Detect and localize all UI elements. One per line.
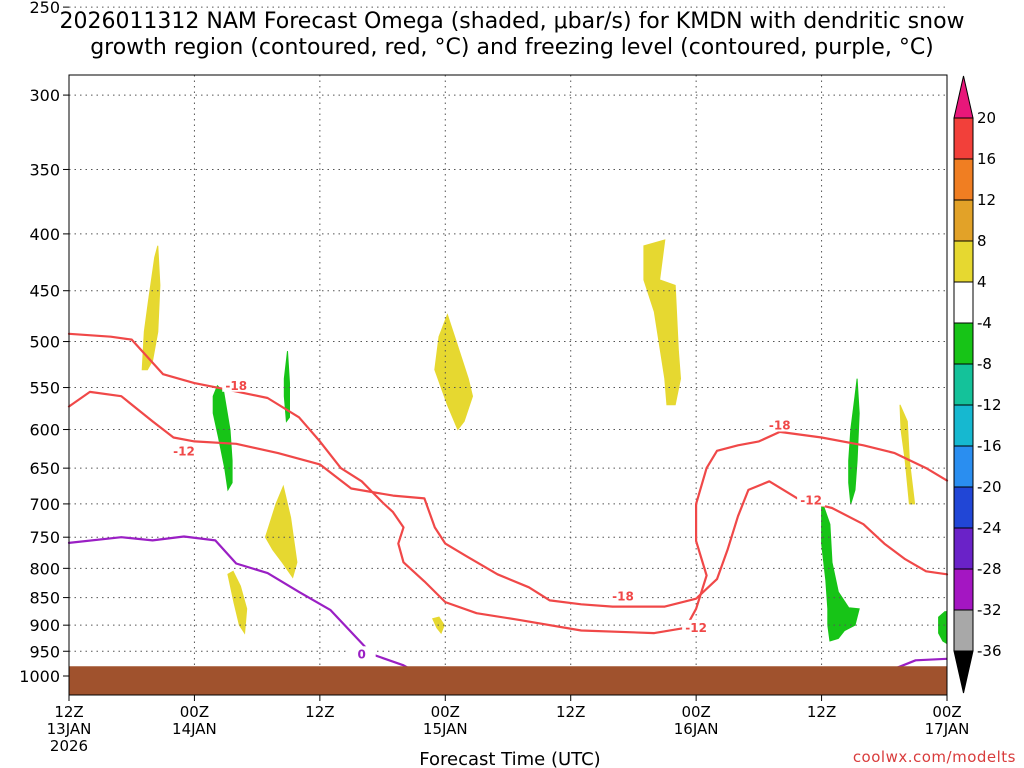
colorbar-label-12: 12 (977, 191, 996, 209)
y-tick-label-1000: 1000 (19, 667, 60, 686)
y-tick-label-550: 550 (29, 379, 60, 398)
y-tick-label-300: 300 (29, 86, 60, 105)
contour-label--18c-isotherm-0: -18 (225, 379, 247, 393)
y-tick-label-950: 950 (29, 642, 60, 661)
colorbar-label-8: 8 (977, 232, 987, 250)
contour-label-bg--18c-isotherm-0 (222, 377, 251, 392)
omega-area-9 (821, 500, 860, 642)
colorbar-label--20: -20 (977, 478, 1002, 496)
omega-area-0 (141, 245, 161, 371)
x-tick-label-0-line2: 13JAN (47, 720, 92, 738)
colorbar-top-arrow (953, 75, 974, 119)
x-tick-label-36-line2: 15JAN (423, 720, 468, 738)
y-tick-label-800: 800 (29, 559, 60, 578)
contour-label-bg--12c-isotherm-1 (797, 492, 826, 507)
x-tick-label-0-line3: 2026 (50, 737, 88, 755)
contour-label--18c-isotherm-1: -18 (769, 418, 791, 432)
colorbar-swatch--24 (953, 486, 974, 529)
colorbar-swatch-4 (953, 240, 974, 283)
colorbar-swatch--32 (953, 568, 974, 611)
y-tick-label-650: 650 (29, 459, 60, 478)
omega-area-5 (643, 239, 682, 406)
colorbar-label--16: -16 (977, 437, 1002, 455)
plot-background (69, 75, 947, 695)
colorbar-label--28: -28 (977, 560, 1002, 578)
colorbar-swatch--12 (953, 363, 974, 406)
colorbar-label-4: 4 (977, 273, 987, 291)
contour-label-bg--18c-isotherm-2 (608, 588, 637, 603)
y-tick-label-750: 750 (29, 528, 60, 547)
contour-0c-freezing-level-segment-2 (894, 657, 948, 670)
x-tick-label-24-line1: 12Z (305, 703, 334, 721)
contour-0c-freezing-level (67, 535, 415, 673)
colorbar-label-16: 16 (977, 150, 996, 168)
contour-label-bg--18c-isotherm-1 (765, 417, 794, 432)
colorbar-label--32: -32 (977, 601, 1002, 619)
chart-title-line-1: 2026011312 NAM Forecast Omega (shaded, μ… (59, 9, 964, 34)
contour-label-bg-0c-freezing-level-0 (347, 646, 376, 661)
x-axis-title: Forecast Time (UTC) (419, 749, 600, 768)
x-tick-label-48-line1: 12Z (556, 703, 585, 721)
x-tick-label-60-line2: 16JAN (674, 720, 719, 738)
omega-area-3 (434, 313, 474, 431)
colorbar-swatch--36 (953, 609, 974, 652)
contour-layer: -18 -18 -18 -12 -12 -12 0 (67, 332, 949, 673)
y-tick-label-500: 500 (29, 333, 60, 352)
contour-label-bg--12c-isotherm-0 (169, 443, 198, 458)
credit-text: coolwx.com/modelts (853, 748, 1016, 766)
omega-area-2 (264, 484, 298, 579)
ground-surface (69, 666, 947, 695)
chart-title-line-2: growth region (contoured, red, °C) and f… (90, 35, 934, 60)
x-tick-label-84-line1: 00Z (932, 703, 961, 721)
y-axis-ticks: 250 300 350 400 450 500 550 600 650 700 750 800 850 9… (19, 0, 69, 686)
y-tick-label-700: 700 (29, 495, 60, 514)
y-tick-label-850: 850 (29, 589, 60, 608)
colorbar-label--24: -24 (977, 519, 1002, 537)
colorbar-label-20: 20 (977, 109, 996, 127)
colorbar-swatch-8 (953, 199, 974, 242)
y-tick-label-450: 450 (29, 282, 60, 301)
colorbar-swatch--20 (953, 445, 974, 488)
y-tick-label-350: 350 (29, 160, 60, 179)
colorbar-swatch--16 (953, 404, 974, 447)
colorbar-label--12: -12 (977, 396, 1002, 414)
contour-label-0c-freezing-level-0: 0 (357, 647, 365, 661)
omega-area-7 (212, 384, 233, 492)
y-tick-label-400: 400 (29, 225, 60, 244)
x-tick-label-12-line2: 14JAN (172, 720, 217, 738)
x-tick-label-84-line2: 17JAN (925, 720, 970, 738)
omega-area-1 (227, 570, 248, 635)
colorbar-swatch--28 (953, 527, 974, 570)
contour-label--12c-isotherm-0: -12 (173, 445, 195, 459)
contour-label--18c-isotherm-2: -18 (612, 589, 634, 603)
colorbar-label--36: -36 (977, 642, 1002, 660)
ground-layer (69, 666, 947, 695)
colorbar-swatch--8 (953, 322, 974, 365)
contour--18c-isotherm (67, 332, 949, 635)
colorbar-label--8: -8 (977, 355, 992, 373)
x-tick-label-12-line1: 00Z (180, 703, 209, 721)
omega-colorbar: 20 16 12 8 4 -4 -8 -12 -16 -20 -24 -28 -32 -36 (953, 75, 1002, 694)
colorbar-swatch-16 (953, 117, 974, 160)
y-tick-label-900: 900 (29, 616, 60, 635)
contour-label--12c-isotherm-2: -12 (685, 621, 707, 635)
contour-label--12c-isotherm-1: -12 (800, 493, 822, 507)
y-tick-label-600: 600 (29, 421, 60, 440)
x-tick-label-0-line1: 12Z (54, 703, 83, 721)
x-tick-label-60-line1: 00Z (681, 703, 710, 721)
colorbar-label--4: -4 (977, 314, 992, 332)
plot-area: -18 -18 -18 -12 -12 -12 0 (67, 6, 949, 696)
colorbar-bottom-arrow (953, 650, 974, 694)
plot-frame (68, 74, 948, 696)
omega-area-8 (283, 351, 290, 423)
colorbar-swatch--4 (953, 281, 974, 324)
contour-label-bg--12c-isotherm-2 (682, 619, 711, 634)
y-tick-label-250: 250 (29, 0, 60, 17)
colorbar-swatch-12 (953, 158, 974, 201)
x-tick-label-36-line1: 00Z (431, 703, 460, 721)
x-tick-label-72-line1: 12Z (807, 703, 836, 721)
